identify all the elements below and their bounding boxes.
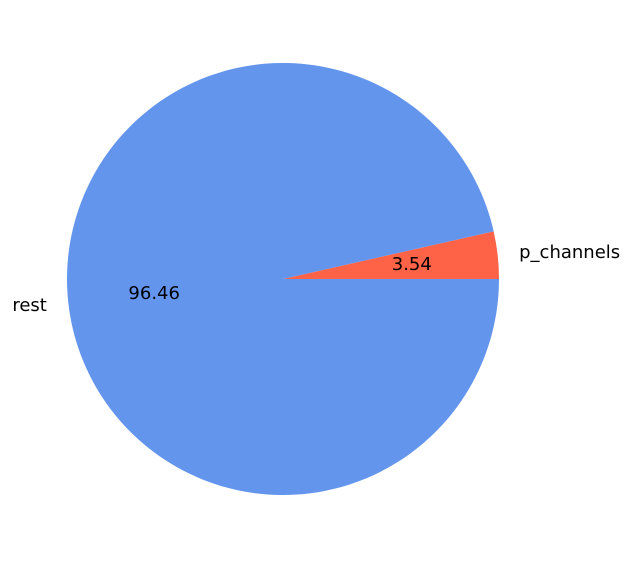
labels-layer: 3.54 p_channels 96.46 rest — [12, 242, 620, 316]
pie-slice-p-channels — [283, 231, 499, 279]
pie-category-label: p_channels — [519, 242, 620, 263]
pie-value-label: 3.54 — [392, 254, 432, 275]
pie-category-label: rest — [12, 295, 47, 316]
pie-value-label: 96.46 — [128, 283, 180, 304]
slices-layer — [66, 63, 499, 496]
pie-slice-rest — [66, 63, 499, 496]
